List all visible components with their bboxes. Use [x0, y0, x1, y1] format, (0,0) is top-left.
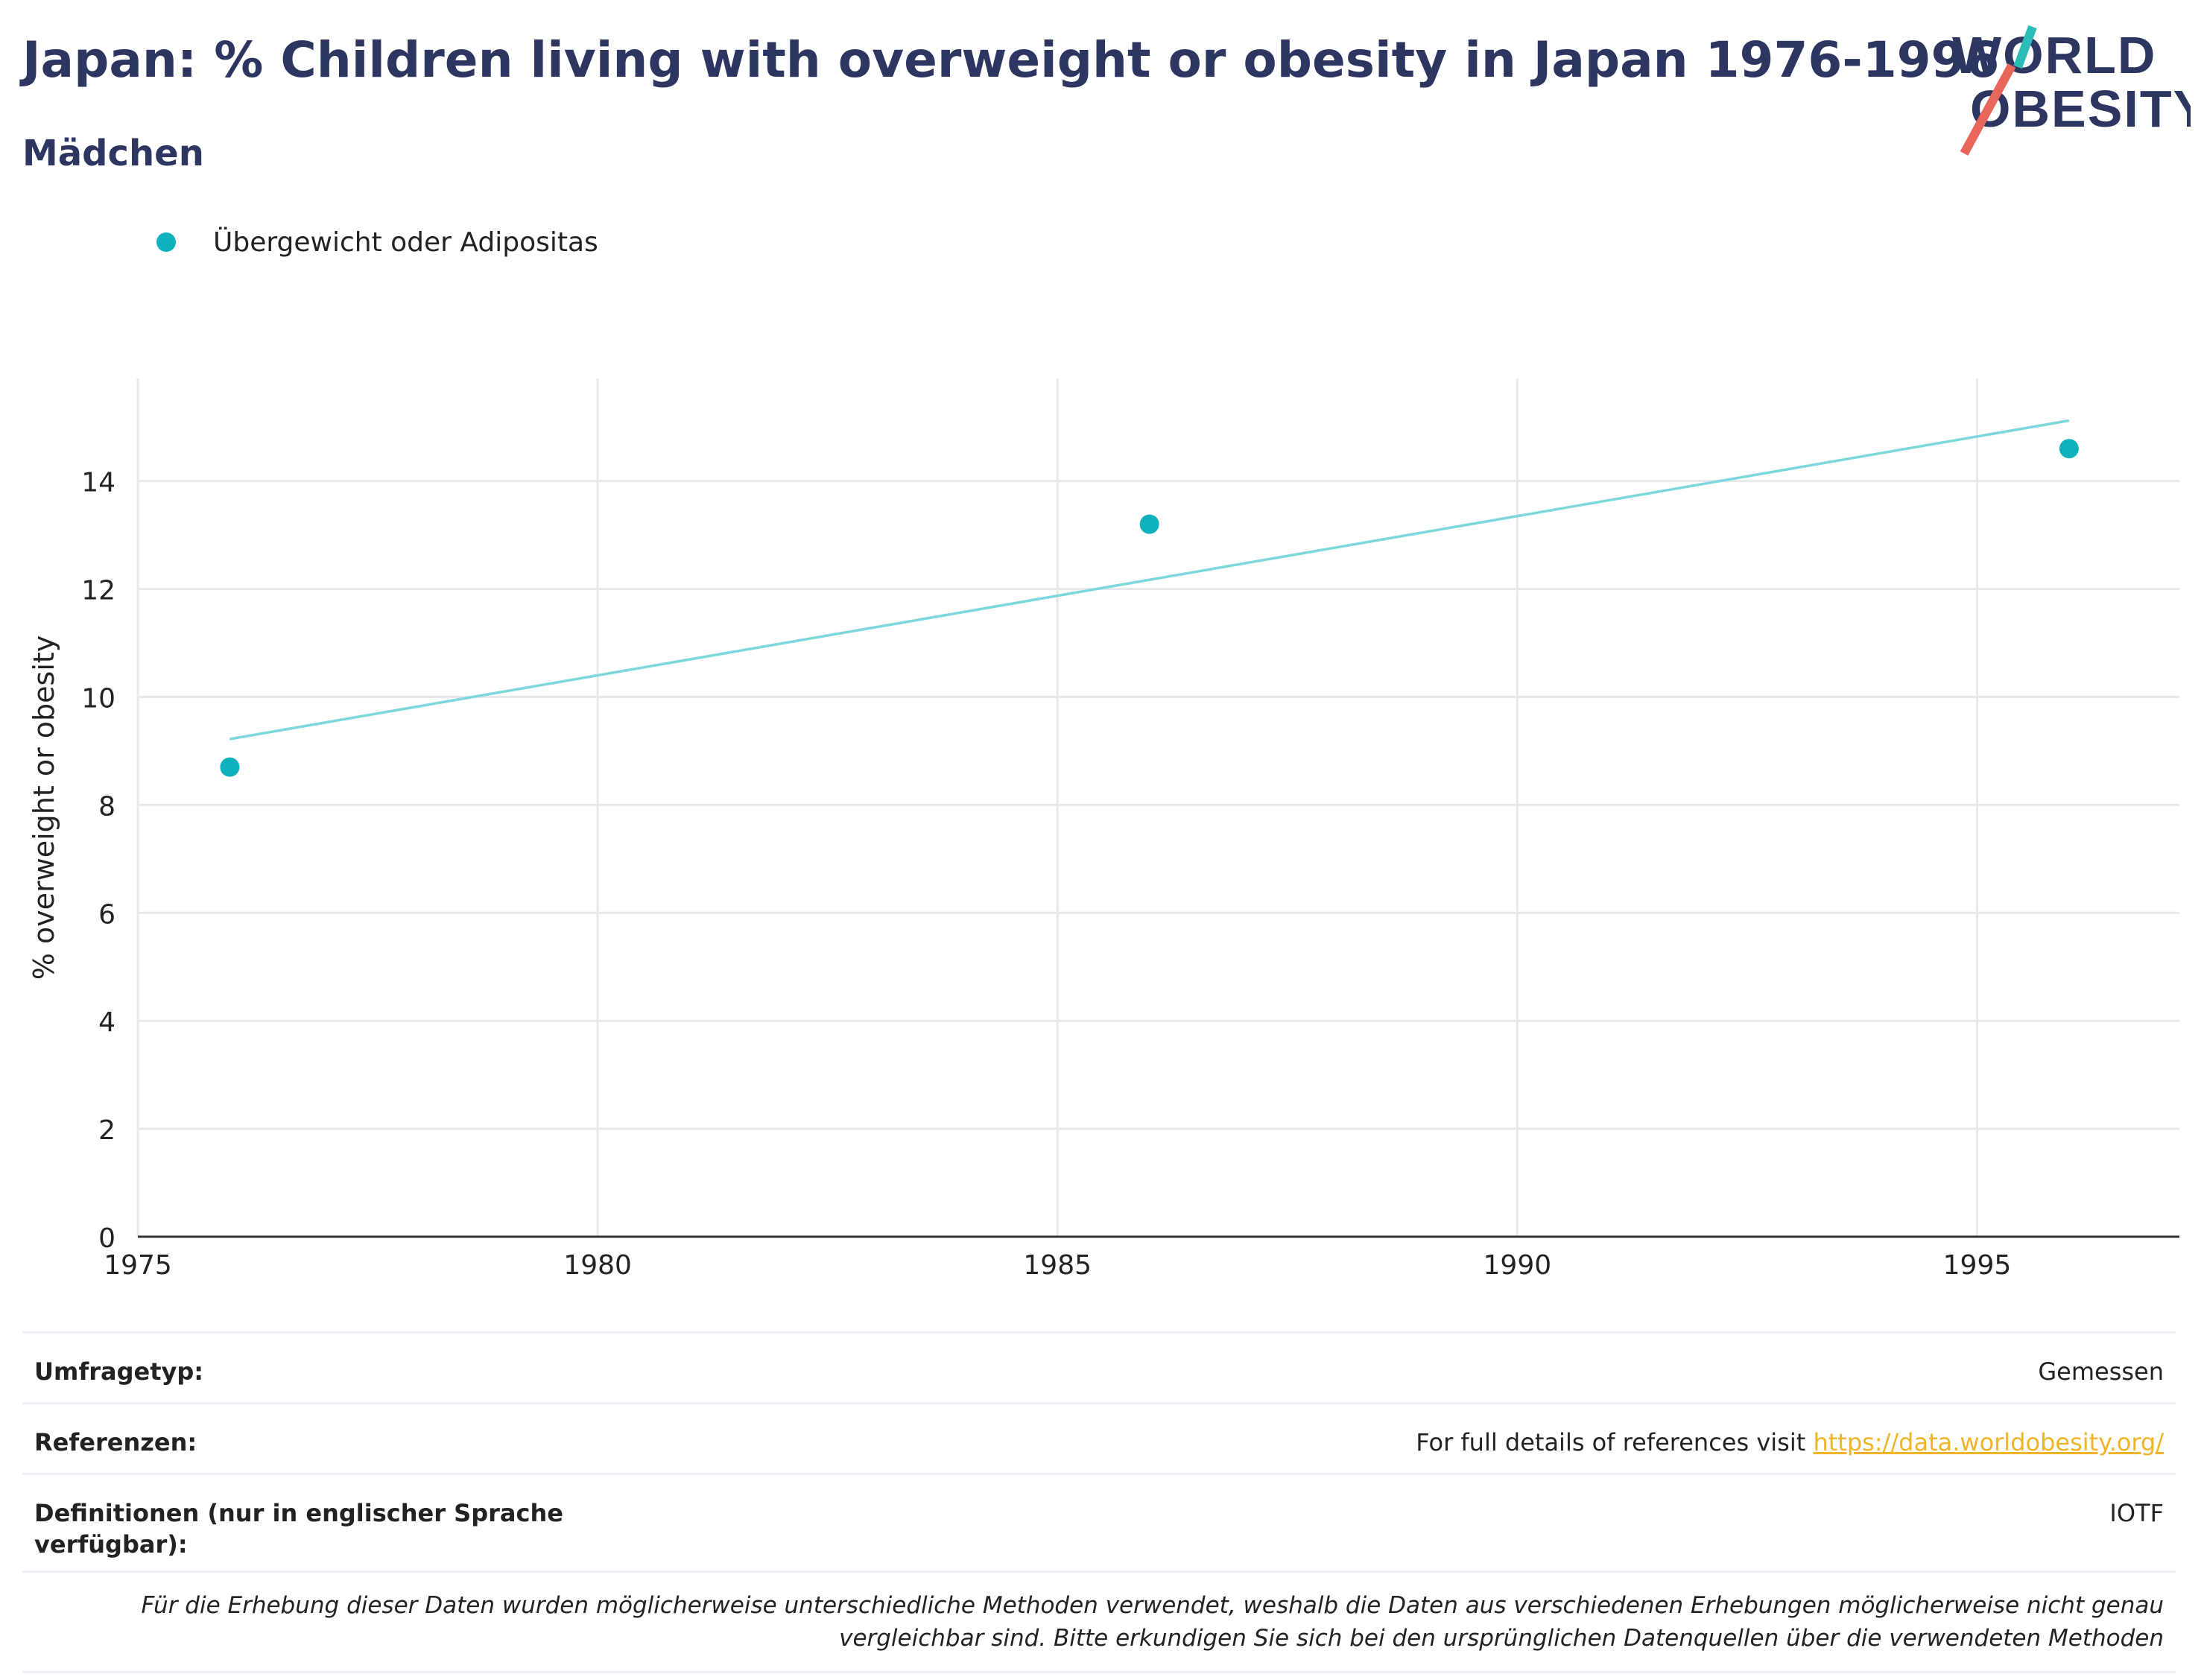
- y-tick-label: 2: [98, 1115, 115, 1146]
- metadata-table: Umfragetyp: Gemessen Referenzen: For ful…: [22, 1331, 2176, 1673]
- definitions-label: Definitionen (nur in englischer Sprache …: [34, 1499, 563, 1559]
- logo-text-obesity: OBESITY: [1970, 80, 2191, 138]
- y-tick-label: 0: [98, 1223, 115, 1254]
- methods-note: Für die Erhebung dieser Daten wurden mög…: [22, 1570, 2176, 1673]
- y-tick-label: 12: [81, 576, 115, 606]
- x-tick-label: 1980: [563, 1250, 632, 1281]
- chart-subtitle: Mädchen: [22, 133, 204, 174]
- y-axis-label: % overweight or obesity: [28, 635, 60, 980]
- legend-marker: [156, 232, 176, 252]
- references-label: Referenzen:: [34, 1428, 197, 1456]
- references-link[interactable]: https://data.worldobesity.org/: [1813, 1428, 2164, 1456]
- y-tick-label: 6: [98, 899, 115, 930]
- references-value: For full details of references visit htt…: [1416, 1427, 2164, 1458]
- x-tick-label: 1985: [1023, 1250, 1092, 1281]
- scatter-chart: 0 2 4 6 8 10 12 14 1975 1980 1985 1990 1995 % overwe…: [28, 378, 2179, 1281]
- trendline: [229, 419, 2070, 741]
- logo-text-world: WORLD: [1952, 26, 2156, 84]
- chart-legend[interactable]: Übergewicht oder Adipositas: [156, 224, 598, 261]
- data-point[interactable]: [2059, 439, 2079, 459]
- logo-slash-coral: [1960, 63, 2016, 156]
- y-tick-label: 4: [98, 1007, 115, 1038]
- survey-type-row: Umfragetyp: Gemessen: [22, 1331, 2176, 1402]
- data-points-layer: [220, 439, 2079, 777]
- x-tick-label: 1975: [104, 1250, 172, 1281]
- y-tick-label: 8: [98, 791, 115, 822]
- legend-label: Übergewicht oder Adipositas: [213, 226, 598, 258]
- chart-title: Japan: % Children living with overweight…: [22, 31, 2000, 89]
- y-tick-label: 10: [81, 683, 115, 714]
- data-point[interactable]: [1139, 514, 1159, 534]
- chart-axes: 0 2 4 6 8 10 12 14 1975 1980 1985 1990 1995: [81, 468, 2179, 1281]
- trendline-layer: [229, 419, 2070, 741]
- survey-type-value: Gemessen: [2038, 1357, 2164, 1386]
- definitions-value: IOTF: [2109, 1499, 2164, 1527]
- x-tick-label: 1995: [1943, 1250, 2012, 1281]
- references-text: For full details of references visit: [1416, 1428, 1806, 1456]
- data-point[interactable]: [220, 757, 240, 777]
- references-row: Referenzen: For full details of referenc…: [22, 1402, 2176, 1473]
- x-tick-label: 1990: [1483, 1250, 1552, 1281]
- definitions-row: Definitionen (nur in englischer Sprache …: [22, 1473, 2176, 1570]
- logo-slash-teal: [2013, 25, 2037, 69]
- y-tick-label: 14: [81, 468, 115, 498]
- chart-grid: [136, 378, 2179, 1237]
- survey-type-label: Umfragetyp:: [34, 1357, 204, 1386]
- world-obesity-logo: WORLD OBESITY: [1952, 25, 2191, 156]
